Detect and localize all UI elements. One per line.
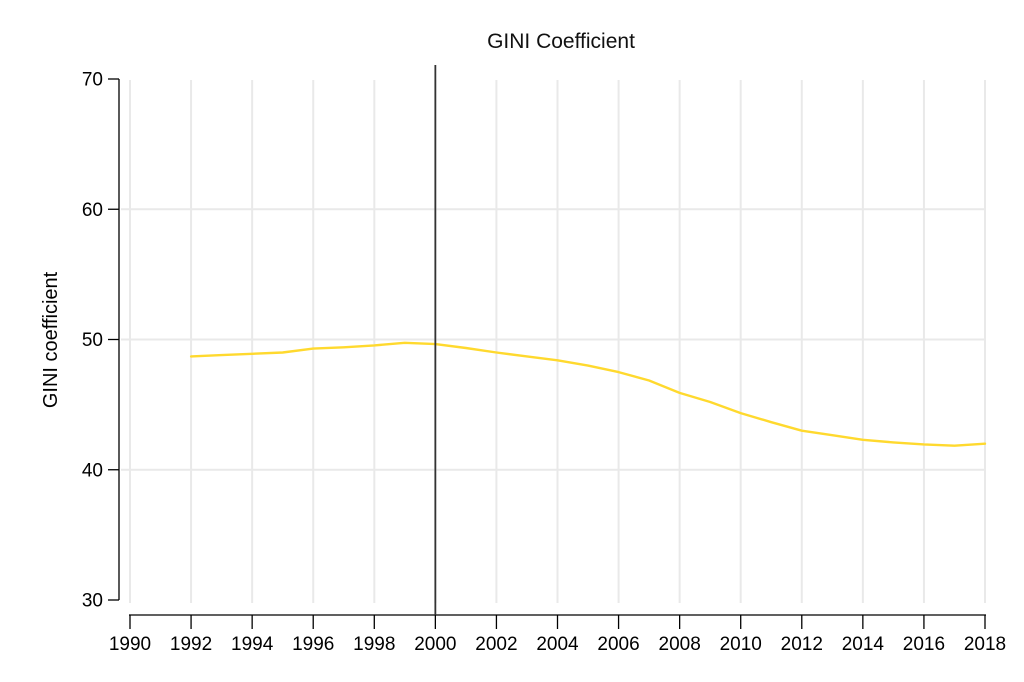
axis-tick-labels: 30 40 50 60 70 1990 1992 1994 1996 1998 2000 2002 20… bbox=[82, 70, 1006, 656]
axes bbox=[118, 79, 986, 616]
x-axis-tick-label: 2006 bbox=[597, 634, 639, 655]
x-axis-tick-label: 2000 bbox=[414, 634, 456, 655]
y-axis-tick-label: 60 bbox=[82, 200, 103, 221]
x-axis-tick-label: 1996 bbox=[292, 634, 334, 655]
x-axis-tick-label: 2008 bbox=[659, 634, 701, 655]
y-axis-tick-label: 30 bbox=[82, 591, 103, 612]
x-axis-tick-label: 2004 bbox=[536, 634, 579, 655]
chart-title: GINI Coefficient bbox=[487, 30, 635, 53]
axis-ticks bbox=[108, 78, 986, 629]
horizontal-gridlines bbox=[121, 208, 985, 471]
y-axis-tick-label: 40 bbox=[82, 460, 103, 481]
x-axis-tick-label: 2016 bbox=[903, 634, 945, 655]
x-axis-tick-label: 1992 bbox=[170, 634, 212, 655]
x-axis-tick-label: 1990 bbox=[109, 634, 151, 655]
x-axis-tick-label: 2010 bbox=[720, 634, 762, 655]
x-axis-tick-label: 1998 bbox=[353, 634, 395, 655]
x-axis-tick-label: 2018 bbox=[964, 634, 1006, 655]
x-axis-tick-label: 2014 bbox=[842, 634, 885, 655]
x-axis-tick-label: 2012 bbox=[781, 634, 823, 655]
gini-series-line bbox=[189, 341, 987, 447]
x-axis-tick-label: 2002 bbox=[475, 634, 517, 655]
y-axis-tick-label: 50 bbox=[82, 330, 103, 351]
vertical-gridlines bbox=[129, 80, 986, 603]
y-axis-tick-label: 70 bbox=[82, 70, 103, 91]
y-axis-label: GINI coefficient bbox=[40, 271, 62, 408]
x-axis-tick-label: 1994 bbox=[231, 634, 274, 655]
